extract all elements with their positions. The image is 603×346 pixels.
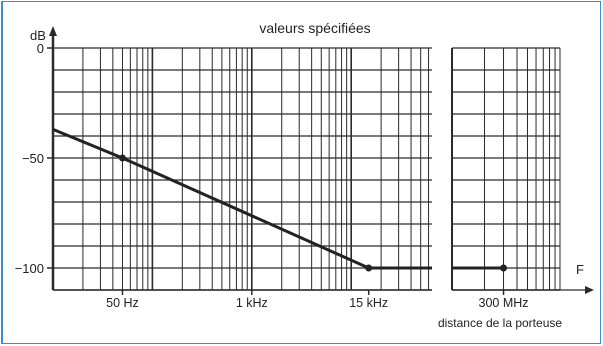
y-tick-label: −100 [15,261,44,276]
y-tick-label: −50 [22,151,44,166]
data-point [500,264,508,272]
x-tick-label: 300 MHz [479,296,529,310]
x-tick-label: 15 kHz [349,296,388,310]
y-tick-label: 0 [37,41,44,56]
y-axis-arrow [49,26,57,36]
x-tick-label: 50 Hz [106,296,139,310]
grid [52,47,561,291]
x-axis-arrow [585,286,594,294]
y-axis-label: dB [30,28,46,43]
data-point [365,264,373,272]
data-point [118,154,126,162]
series-layer [52,128,508,272]
chart-title: valeurs spécifiées [259,20,370,36]
x-axis-label: F [576,262,584,277]
x-tick-label: 1 kHz [236,296,268,310]
annotation-distance: distance de la porteuse [438,316,562,330]
labels-layer: valeurs spécifiées dB F distance de la p… [15,20,584,330]
series-line-left [52,128,432,270]
axes [47,26,594,295]
